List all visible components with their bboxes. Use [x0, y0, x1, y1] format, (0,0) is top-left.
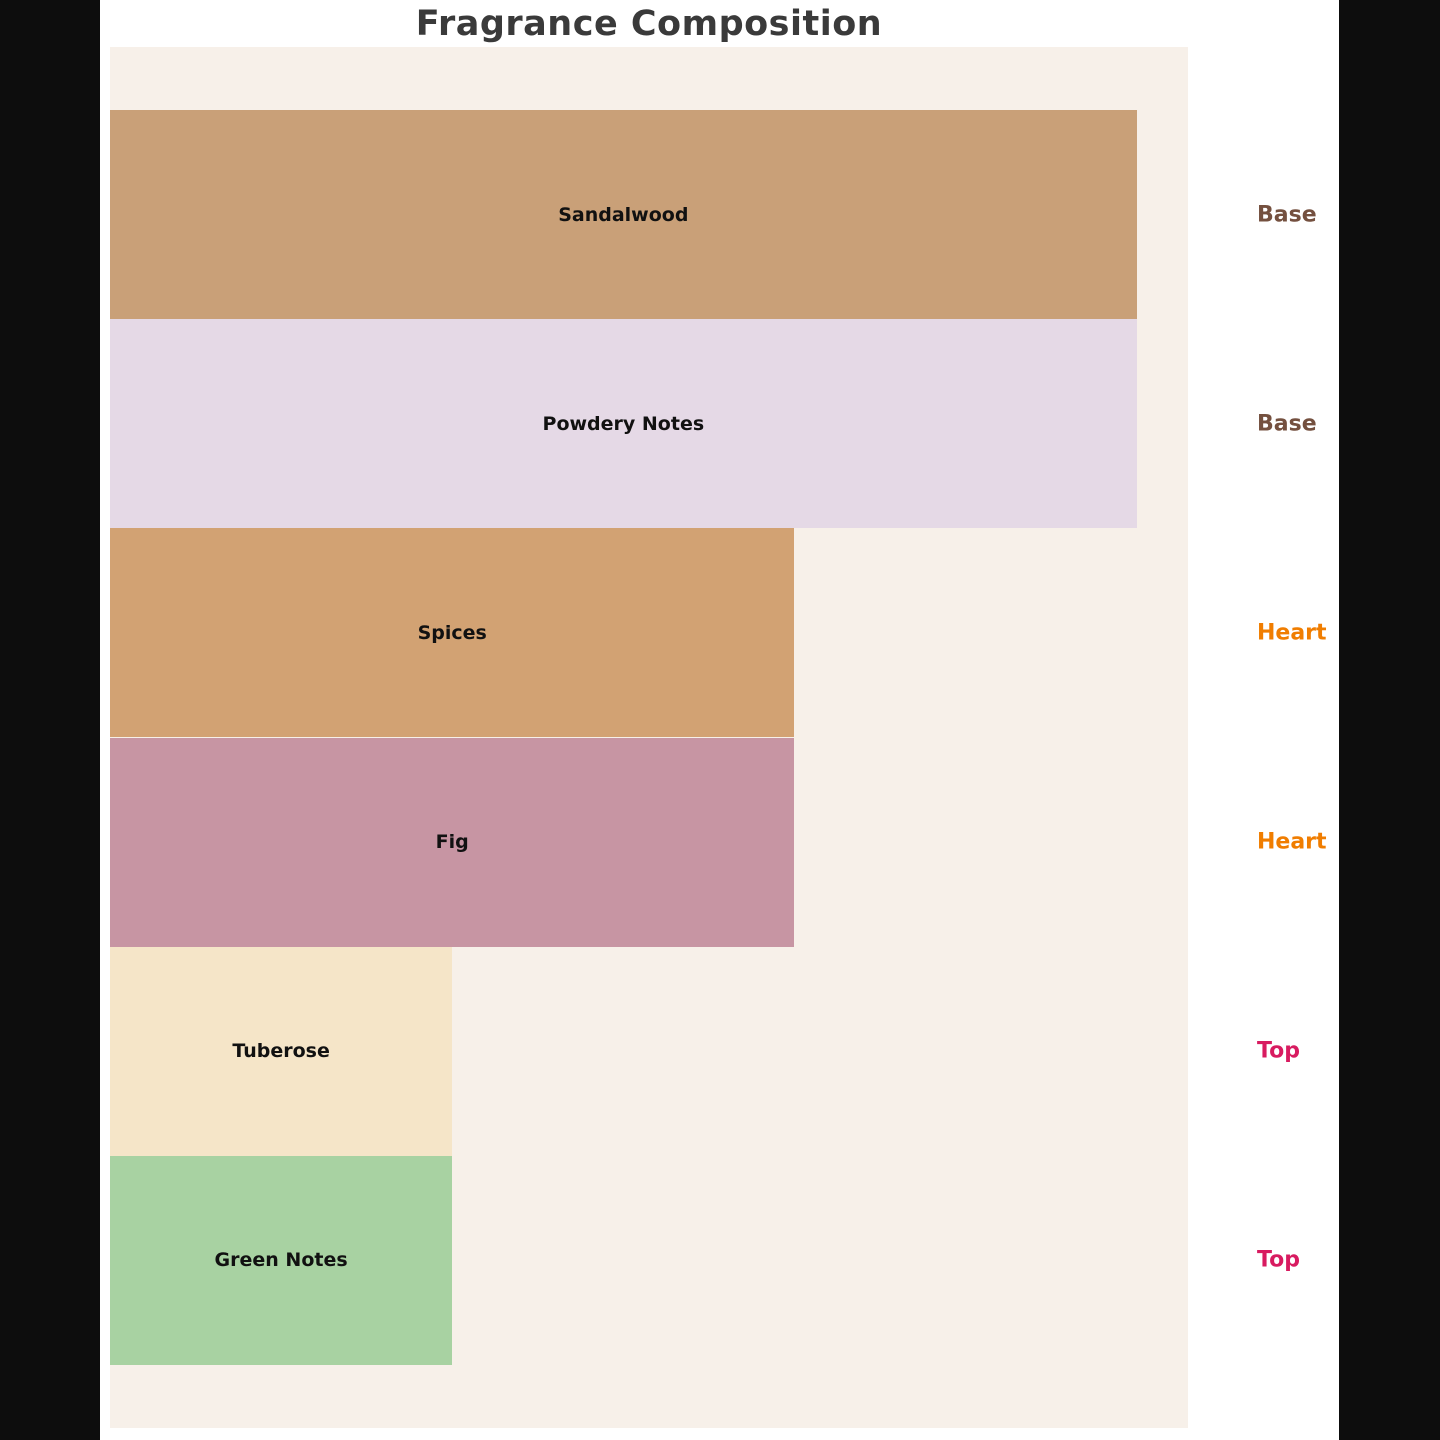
category-label-top-6: Top — [1257, 1247, 1300, 1273]
bar-tuberose: Tuberose — [110, 946, 453, 1156]
category-label-base-2: Base — [1257, 411, 1317, 437]
bar-label-spices: Spices — [417, 621, 487, 644]
category-label-heart-3: Heart — [1257, 620, 1327, 646]
category-label-top-5: Top — [1257, 1038, 1300, 1064]
bar-label-sandalwood: Sandalwood — [558, 203, 689, 226]
bar-label-fig: Fig — [435, 831, 469, 854]
category-label-heart-4: Heart — [1257, 829, 1327, 855]
figure-panel: Fragrance Composition Sandalwood Base Powd… — [100, 0, 1339, 1440]
bar-label-powdery-notes: Powdery Notes — [542, 412, 705, 435]
bar-label-tuberose: Tuberose — [232, 1040, 330, 1063]
bar-sandalwood: Sandalwood — [110, 110, 1137, 320]
bar-spices: Spices — [110, 528, 795, 738]
bar-label-green-notes: Green Notes — [214, 1249, 348, 1272]
bar-powdery-notes: Powdery Notes — [110, 319, 1137, 529]
category-label-base-1: Base — [1257, 202, 1317, 228]
bar-fig: Fig — [110, 737, 795, 947]
chart-title: Fragrance Composition — [415, 4, 883, 44]
bar-green-notes: Green Notes — [110, 1155, 453, 1365]
